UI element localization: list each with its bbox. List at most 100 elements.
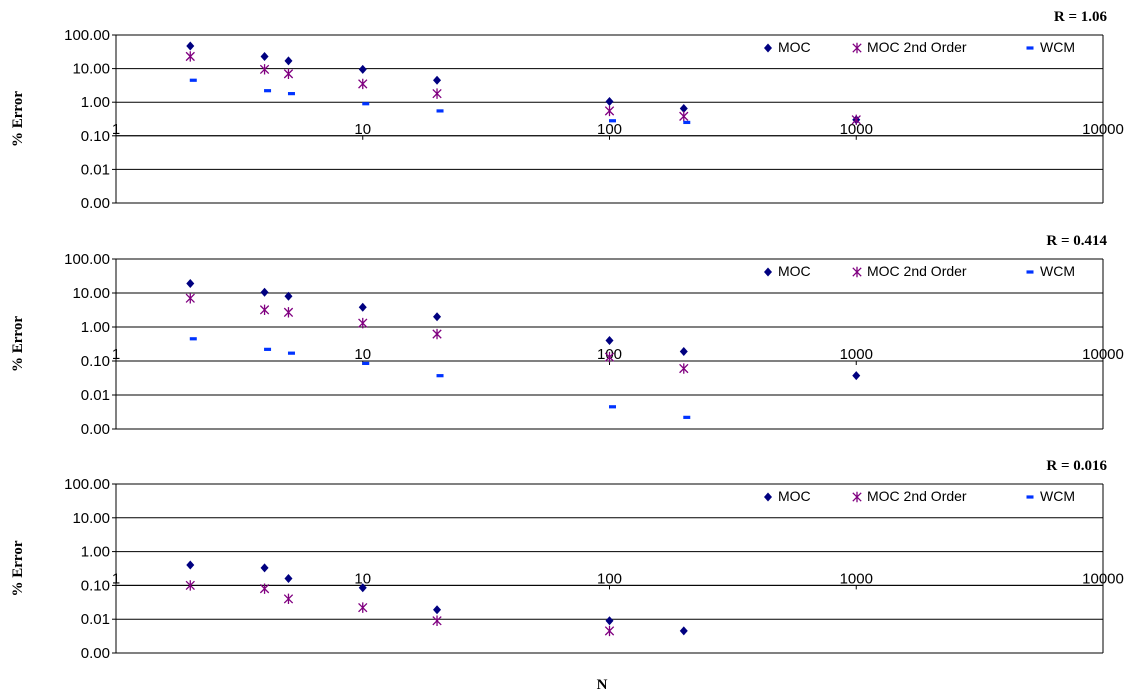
data-point (679, 363, 689, 374)
data-point (679, 103, 688, 113)
data-point (604, 351, 615, 363)
legend-item-1: MOC 2nd Order (852, 39, 967, 55)
series-asterisk (185, 51, 861, 125)
y-axis-title: % Error (10, 540, 26, 596)
series-asterisk (185, 293, 689, 374)
data-point (433, 312, 442, 322)
y-tick-label: 0.10 (81, 353, 110, 370)
data-point (260, 51, 269, 61)
data-point (284, 56, 293, 66)
data-point (436, 374, 444, 378)
x-tick-label: 1000 (840, 121, 873, 138)
y-tick-label: 10.00 (72, 510, 110, 527)
data-point (604, 105, 615, 117)
legend-dash-marker (1026, 46, 1034, 50)
y-tick-label: 1.00 (81, 544, 110, 561)
legend-label: MOC (778, 263, 811, 279)
chart-title: R = 0.414 (1046, 233, 1107, 249)
legend-label: MOC 2nd Order (867, 263, 967, 279)
y-tick-label: 0.10 (81, 577, 110, 594)
chart-title: R = 0.016 (1046, 458, 1107, 474)
legend-item-2: WCM (1026, 488, 1075, 504)
data-point (851, 114, 861, 125)
y-tick-label: 10.00 (72, 61, 110, 78)
legend-asterisk-marker (852, 42, 862, 54)
y-tick-label: 0.01 (81, 161, 110, 178)
data-point (852, 371, 861, 381)
data-point (609, 119, 616, 123)
y-tick-label: 0.01 (81, 611, 110, 628)
data-point (287, 351, 295, 355)
chart-panel-1: 100.00 10.00 1.00 0.10 0.01 0.00 1 10 100 1000 100… (10, 9, 1124, 212)
data-point (436, 109, 444, 113)
y-tick-label: 100.00 (64, 476, 110, 493)
data-point (259, 64, 270, 75)
x-tick-label: 10000 (1082, 570, 1124, 587)
legend-dash-marker (1026, 495, 1034, 499)
legend-label: MOC (778, 39, 811, 55)
data-point (185, 580, 195, 591)
series-diamond (186, 279, 861, 381)
data-point (679, 111, 689, 122)
series-asterisk (185, 580, 615, 637)
legend-item-2: WCM (1026, 263, 1075, 279)
series-dash (189, 337, 691, 419)
x-tick-label: 10 (354, 570, 371, 587)
data-point (604, 625, 615, 637)
legend-item-0: MOC (764, 488, 811, 504)
legend-item-2: WCM (1026, 39, 1075, 55)
legend-item-0: MOC (764, 263, 811, 279)
data-point (358, 317, 368, 329)
data-point (186, 279, 195, 289)
data-point (432, 615, 442, 626)
data-point (432, 328, 442, 340)
data-point (264, 89, 272, 93)
y-axis-title: % Error (10, 316, 26, 372)
x-tick-label: 10 (354, 346, 371, 363)
series-diamond (186, 560, 688, 636)
data-point (605, 616, 614, 626)
series-diamond (186, 41, 861, 125)
data-point (605, 336, 614, 346)
y-tick-label: 0.01 (81, 387, 110, 404)
x-axis-label: N (597, 677, 608, 693)
data-point (432, 88, 442, 99)
data-point (186, 41, 195, 51)
y-tick-label: 0.00 (81, 195, 110, 212)
legend-diamond-marker (764, 267, 772, 277)
legend-label: WCM (1040, 263, 1075, 279)
y-tick-label: 1.00 (81, 94, 110, 111)
legend-item-0: MOC (764, 39, 811, 55)
data-point (189, 337, 197, 341)
x-tick-label: 10000 (1082, 121, 1124, 138)
x-tick-label: 100 (597, 121, 622, 138)
legend-label: MOC (778, 488, 811, 504)
y-tick-label: 100.00 (64, 27, 110, 44)
data-point (679, 347, 688, 357)
data-point (186, 560, 195, 570)
data-point (362, 361, 370, 365)
x-tick-label: 1000 (840, 570, 873, 587)
legend-asterisk-marker (852, 491, 862, 503)
chart-panel-3: 100.00 10.00 1.00 0.10 0.01 0.00 1 10 100 1000 100… (10, 458, 1124, 662)
data-point (358, 602, 368, 613)
data-point (264, 347, 272, 351)
data-point (189, 78, 197, 82)
legend-diamond-marker (764, 43, 772, 53)
data-point (609, 405, 616, 409)
series-dash (189, 78, 691, 125)
y-tick-label: 100.00 (64, 251, 110, 268)
data-point (358, 78, 368, 90)
legend-dash-marker (1026, 270, 1034, 274)
data-point (358, 302, 367, 312)
data-point (284, 574, 293, 584)
legend-item-1: MOC 2nd Order (852, 263, 967, 279)
data-point (185, 51, 195, 62)
y-tick-label: 0.00 (81, 645, 110, 662)
y-tick-label: 0.00 (81, 421, 110, 438)
legend-asterisk-marker (852, 266, 862, 278)
data-point (259, 304, 270, 316)
data-point (185, 293, 195, 304)
